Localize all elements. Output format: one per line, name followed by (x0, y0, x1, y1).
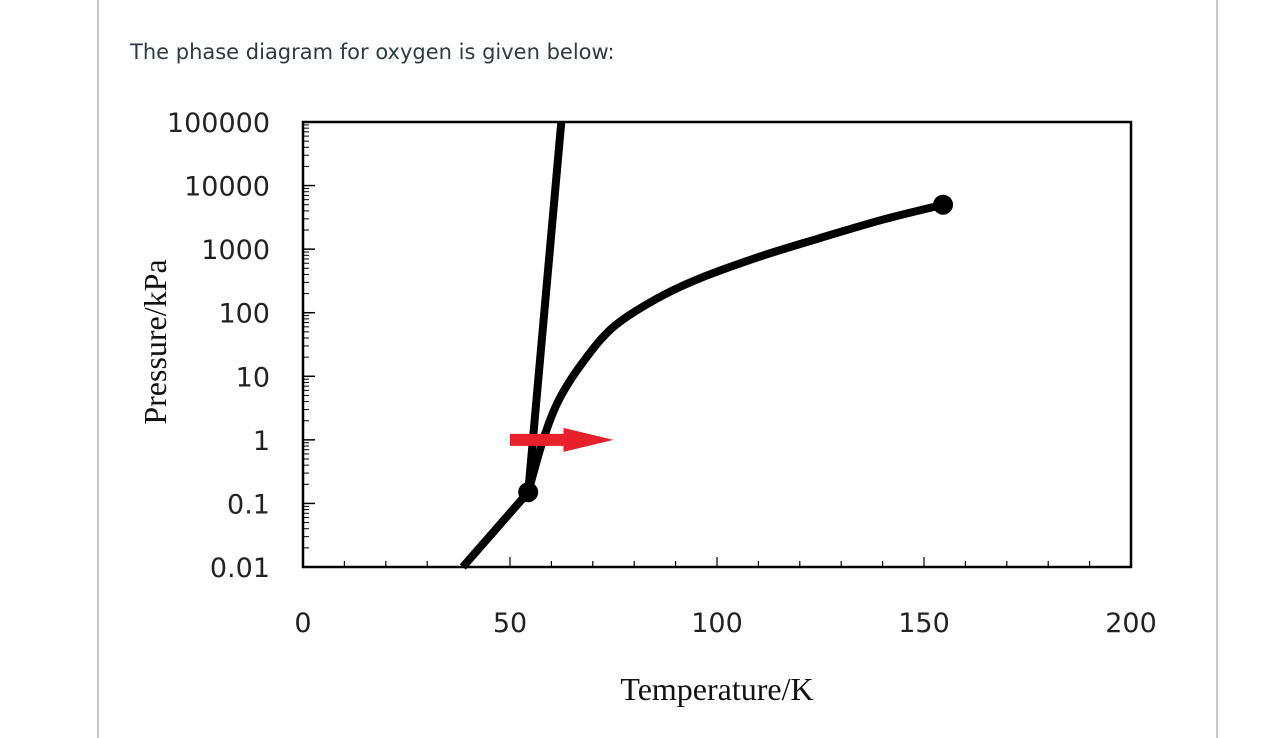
y-tick-label: 1 (253, 426, 270, 457)
points-group (518, 194, 954, 503)
y-tick-label: 0.01 (210, 553, 270, 584)
critical-point-marker (933, 194, 954, 215)
red-arrow-annotation (510, 427, 614, 452)
x-tick-label: 200 (1105, 608, 1157, 639)
minor-ticks (303, 124, 309, 549)
y-tick-label: 0.1 (227, 489, 270, 520)
y-tick-label: 100000 (167, 108, 270, 139)
question-text: The phase diagram for oxygen is given be… (130, 40, 615, 64)
y-tick-label: 100 (218, 299, 270, 330)
x-tick-label: 150 (898, 608, 950, 639)
y-tick-label: 10000 (184, 172, 270, 203)
x-tick-label: 100 (691, 608, 743, 639)
triple-point-marker (518, 482, 539, 503)
x-tick-label: 0 (294, 608, 311, 639)
y-tick-label: 1000 (201, 235, 270, 266)
series-group (459, 121, 944, 570)
phase-boundary-line-2 (524, 121, 566, 493)
phase-boundary-line-3 (524, 200, 944, 494)
annotations-group (510, 427, 614, 452)
x-axis-title: Temperature/K (620, 671, 813, 707)
phase-boundary-line-1 (459, 489, 532, 570)
x-axis-ticks: 0 50 100 150 200 (294, 557, 1157, 639)
y-axis-title: Pressure/kPa (137, 259, 173, 424)
x-tick-label: 50 (493, 608, 527, 639)
plot-area (301, 120, 1133, 569)
y-tick-label: 10 (236, 362, 270, 393)
y-axis-ticks: 100000 10000 1000 100 10 1 0.1 0.01 (167, 108, 315, 584)
